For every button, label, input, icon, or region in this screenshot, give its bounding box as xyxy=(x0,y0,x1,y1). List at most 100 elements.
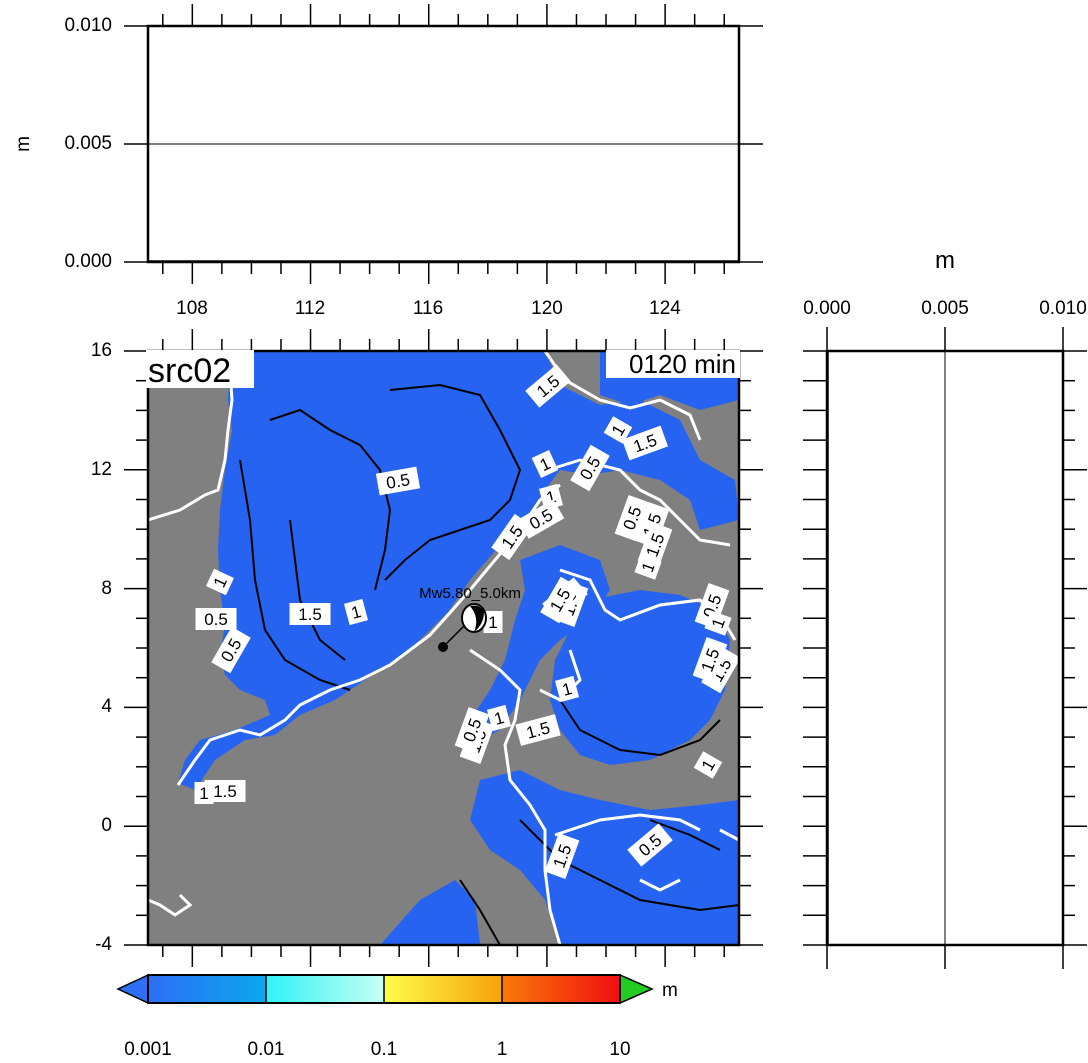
contour-label: 1.5 xyxy=(692,636,728,684)
map-ticks xyxy=(124,329,763,967)
contour-line xyxy=(239,459,351,691)
colorbar: m 0.001 0.01 0.1 1 10 xyxy=(116,973,678,1060)
contour-label-bg xyxy=(570,444,610,492)
coastline xyxy=(719,828,739,842)
map-y-tick-label: 4 xyxy=(101,696,112,717)
celebes-sea xyxy=(470,770,739,945)
contour-label-bg xyxy=(289,603,331,625)
right-x-tick-label: 0.010 xyxy=(1039,298,1087,319)
contour-label-bg xyxy=(614,494,650,542)
contour-label-bg xyxy=(693,751,723,779)
contour-label: 1 xyxy=(704,610,732,636)
epicenter-marker: Mw5.80_5.0km xyxy=(419,585,521,652)
colorbar-over-arrow xyxy=(619,973,654,1005)
right-ticks xyxy=(803,327,1087,969)
contour-labels: 0.511.50.510.51.510.511.50.51.511.510.51… xyxy=(194,364,739,880)
contour-line xyxy=(289,519,346,661)
time-label: 0120 min xyxy=(629,349,736,379)
top-x-tick-label: 116 xyxy=(413,298,443,319)
top-y-tick-label: 0.000 xyxy=(64,251,112,272)
contour-label-bg xyxy=(343,598,369,626)
top-x-tick-labels: 108 112 116 120 124 xyxy=(176,298,681,319)
contour-label: 1.5 xyxy=(515,714,561,746)
sulu-sea xyxy=(550,590,730,765)
north-land-patch xyxy=(148,351,232,525)
contour-label-bg xyxy=(603,416,633,444)
contour-label-bg xyxy=(621,425,669,461)
coastline xyxy=(639,878,681,892)
coastline xyxy=(176,483,561,786)
colorbar-tick-label: 0.1 xyxy=(371,1039,397,1060)
top-y-axis-label: m xyxy=(13,136,34,152)
contour-label: 1 xyxy=(343,598,369,626)
contour-label-bg xyxy=(538,483,564,511)
contour-label-bg xyxy=(704,610,732,636)
contour-label-bg xyxy=(204,780,246,802)
contour-label-bg xyxy=(531,450,559,478)
contour-label-bg xyxy=(540,576,580,624)
contour-label-bg xyxy=(554,675,580,703)
top-ticks xyxy=(124,4,763,284)
right-x-tick-label: 0.005 xyxy=(921,298,969,319)
colorbar-segment xyxy=(148,975,266,1003)
epicenter-dot xyxy=(438,642,448,652)
contour-label: 1 xyxy=(603,416,633,444)
contour-label-text: 1.5 xyxy=(298,605,322,624)
contour-label: 1.5 xyxy=(544,832,580,880)
contour-label: 1.5 xyxy=(289,603,331,625)
contour-label-bg xyxy=(483,611,503,633)
contour-label-bg xyxy=(517,499,565,539)
contour-label-bg xyxy=(515,714,561,746)
map-title: src02 xyxy=(148,352,231,390)
contour-label-text: 0.5 xyxy=(204,610,228,629)
contour-label-text: 1.5 xyxy=(213,782,237,801)
contour-label-bg xyxy=(194,782,214,804)
depth-contours xyxy=(239,383,739,945)
map-y-tick-label: 12 xyxy=(91,459,112,480)
colorbar-tick-label: 10 xyxy=(609,1039,630,1060)
contour-label: 1 xyxy=(483,611,503,633)
colorbar-segment xyxy=(502,975,620,1003)
contour-line xyxy=(649,819,721,851)
contour-line xyxy=(459,879,501,945)
contour-label: 0.5 xyxy=(375,466,421,496)
map-y-tick-label: 0 xyxy=(101,815,112,836)
time-badge xyxy=(606,350,740,378)
contour-label-bg xyxy=(454,706,490,754)
top-x-tick-label: 112 xyxy=(295,298,325,319)
contour-line xyxy=(559,699,721,757)
contour-label: 1.5 xyxy=(204,780,246,802)
colorbar-segment xyxy=(266,975,384,1003)
contour-label-bg xyxy=(525,364,571,408)
map-field: 0.511.50.510.51.510.511.50.51.511.510.51… xyxy=(148,351,739,945)
contour-line xyxy=(384,383,522,581)
colorbar-dividers xyxy=(265,975,503,1003)
top-x-tick-label: 124 xyxy=(649,298,681,319)
main-map-panel: 0.511.50.510.51.510.511.50.51.511.510.51… xyxy=(91,329,763,967)
contour-label: 1 xyxy=(531,450,559,478)
contour-label-bg xyxy=(206,568,234,596)
contour-label: 0.5 xyxy=(614,494,650,542)
colorbar-unit: m xyxy=(662,980,678,1001)
coastline xyxy=(554,813,701,837)
right-x-axis-label: m xyxy=(935,247,955,274)
contour-label-bg xyxy=(694,582,730,630)
contour-label: 1 xyxy=(693,751,723,779)
contour-label: 1 xyxy=(206,568,234,596)
contour-label-bg xyxy=(692,636,728,684)
colorbar-tick-label: 0.01 xyxy=(248,1039,285,1060)
contour-label-bg xyxy=(486,704,512,732)
map-y-tick-label: 8 xyxy=(101,578,112,599)
right-x-tick-label: 0.000 xyxy=(803,298,851,319)
top-y-tick-label: 0.005 xyxy=(64,133,112,154)
contour-label-text: 1 xyxy=(199,784,208,803)
contour-label-bg xyxy=(195,608,237,630)
coastline xyxy=(148,893,193,917)
contour-label-text: 1 xyxy=(488,613,497,632)
contour-line xyxy=(269,408,392,591)
right-profile-panel: m 0.000 0.005 0.010 xyxy=(803,247,1087,969)
contour-label: 0.5 xyxy=(195,608,237,630)
contour-label: 1 xyxy=(194,782,214,804)
map-y-tick-label: -4 xyxy=(95,934,112,955)
